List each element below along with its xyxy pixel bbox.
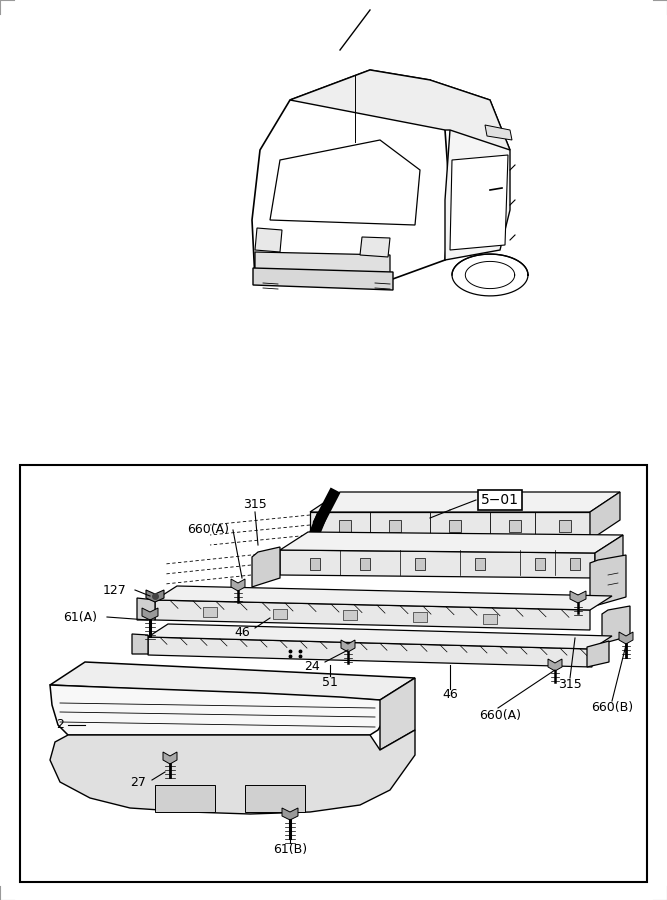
Polygon shape: [231, 579, 245, 591]
Polygon shape: [273, 609, 287, 619]
Polygon shape: [450, 155, 508, 250]
Polygon shape: [535, 558, 545, 570]
Polygon shape: [137, 598, 155, 620]
Polygon shape: [339, 520, 351, 532]
Polygon shape: [280, 550, 595, 578]
Polygon shape: [50, 662, 415, 700]
Polygon shape: [590, 492, 620, 540]
Polygon shape: [252, 70, 450, 280]
Polygon shape: [155, 586, 612, 610]
Text: 660(A): 660(A): [479, 708, 521, 722]
Polygon shape: [570, 591, 586, 603]
Text: 27: 27: [130, 776, 146, 788]
Polygon shape: [255, 228, 282, 252]
Polygon shape: [310, 492, 620, 512]
Polygon shape: [252, 547, 280, 587]
Polygon shape: [590, 555, 626, 605]
Polygon shape: [380, 678, 415, 750]
Text: 5−01: 5−01: [481, 493, 519, 507]
Polygon shape: [389, 520, 401, 532]
Polygon shape: [559, 520, 571, 532]
Polygon shape: [270, 140, 420, 225]
Polygon shape: [255, 252, 390, 280]
Polygon shape: [310, 558, 320, 570]
Polygon shape: [142, 608, 158, 620]
Polygon shape: [155, 785, 215, 812]
Polygon shape: [548, 659, 562, 671]
Polygon shape: [475, 558, 485, 570]
Polygon shape: [449, 520, 461, 532]
Polygon shape: [619, 632, 633, 644]
Polygon shape: [570, 558, 580, 570]
Text: 660(A): 660(A): [187, 524, 229, 536]
Polygon shape: [310, 512, 590, 540]
Polygon shape: [595, 535, 623, 578]
Polygon shape: [203, 608, 217, 617]
Polygon shape: [245, 785, 305, 812]
Polygon shape: [163, 752, 177, 764]
Text: 46: 46: [442, 688, 458, 701]
Polygon shape: [413, 612, 427, 622]
Polygon shape: [282, 808, 298, 820]
Polygon shape: [148, 637, 592, 667]
Polygon shape: [341, 640, 355, 652]
Text: 24: 24: [304, 660, 320, 672]
Polygon shape: [483, 614, 497, 624]
Polygon shape: [148, 624, 612, 649]
Text: 2: 2: [56, 718, 64, 732]
Polygon shape: [50, 730, 415, 814]
Polygon shape: [280, 532, 623, 553]
Text: 660(B): 660(B): [591, 701, 633, 715]
Text: 127: 127: [103, 583, 127, 597]
Polygon shape: [290, 70, 510, 150]
Polygon shape: [343, 610, 357, 620]
Polygon shape: [587, 641, 609, 667]
Polygon shape: [146, 590, 164, 602]
Polygon shape: [155, 600, 590, 630]
Text: 315: 315: [558, 679, 582, 691]
Text: 315: 315: [243, 499, 267, 511]
Polygon shape: [360, 237, 390, 257]
Polygon shape: [20, 465, 647, 882]
Polygon shape: [602, 606, 630, 644]
Polygon shape: [50, 685, 388, 735]
Text: 51: 51: [322, 676, 338, 688]
Polygon shape: [430, 80, 510, 260]
Polygon shape: [360, 558, 370, 570]
Text: 61(B): 61(B): [273, 843, 307, 857]
Polygon shape: [415, 558, 425, 570]
Polygon shape: [132, 634, 148, 654]
Polygon shape: [485, 125, 512, 140]
Text: 46: 46: [234, 626, 250, 638]
Text: 61(A): 61(A): [63, 610, 97, 624]
Polygon shape: [509, 520, 521, 532]
Polygon shape: [253, 268, 393, 290]
